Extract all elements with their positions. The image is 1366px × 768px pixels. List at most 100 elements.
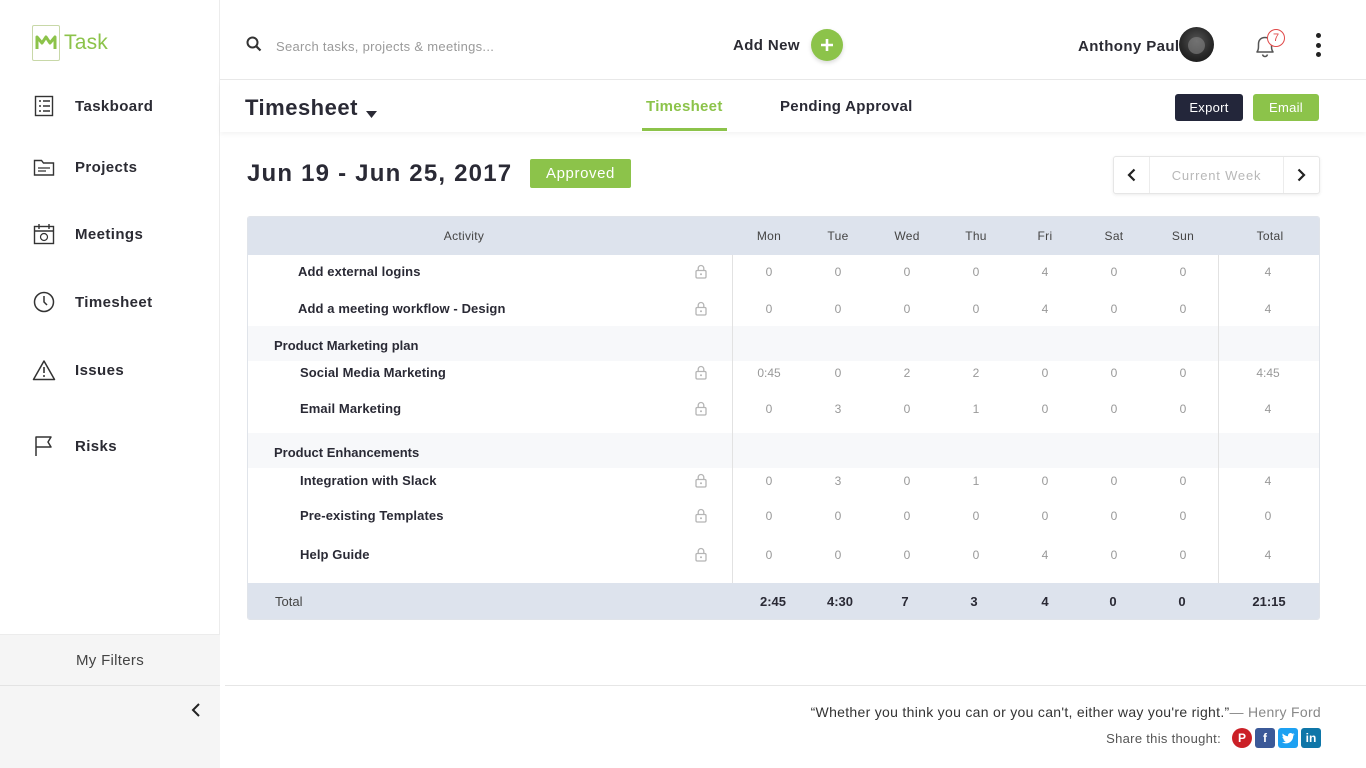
hours-cell[interactable]: 4 xyxy=(1041,265,1049,279)
next-week-button[interactable] xyxy=(1283,157,1319,193)
email-button[interactable]: Email xyxy=(1253,94,1319,121)
page-title-dropdown[interactable]: Timesheet xyxy=(245,92,377,124)
search-input[interactable] xyxy=(276,34,576,58)
avatar[interactable] xyxy=(1179,27,1214,62)
hours-cell[interactable]: 0 xyxy=(765,265,773,279)
hours-cell[interactable]: 0 xyxy=(1110,366,1118,380)
hours-cell[interactable]: 0 xyxy=(1041,474,1049,488)
hours-cell[interactable]: 0:45 xyxy=(757,366,781,380)
sidebar-footer xyxy=(0,686,220,768)
page-header: Timesheet Timesheet Pending Approval Exp… xyxy=(220,80,1366,132)
sidebar-item-taskboard[interactable]: Taskboard xyxy=(32,91,153,121)
hours-cell[interactable]: 0 xyxy=(1179,474,1187,488)
hours-cell[interactable]: 0 xyxy=(972,302,980,316)
hours-cell[interactable]: 0 xyxy=(903,548,911,562)
hours-cell[interactable]: 0 xyxy=(834,366,842,380)
add-new-button[interactable]: Add New xyxy=(733,29,843,61)
folder-icon xyxy=(32,155,56,179)
hours-cell[interactable]: 0 xyxy=(972,509,980,523)
plus-icon[interactable] xyxy=(810,29,843,61)
hours-cell[interactable]: 0 xyxy=(1110,402,1118,416)
table-header-row: Activity Mon Tue Wed Thu Fri Sat Sun Tot… xyxy=(248,217,1319,255)
hours-cell[interactable]: 0 xyxy=(972,265,980,279)
hours-cell[interactable]: 0 xyxy=(903,302,911,316)
collapse-sidebar-button[interactable] xyxy=(186,700,206,720)
hours-cell[interactable]: 0 xyxy=(765,302,773,316)
hours-cell[interactable]: 0 xyxy=(1179,366,1187,380)
search-icon[interactable] xyxy=(246,36,262,57)
hours-cell[interactable]: 1 xyxy=(972,474,980,488)
bell-icon[interactable] xyxy=(1253,33,1277,64)
twitter-icon[interactable] xyxy=(1278,728,1298,748)
hours-cell[interactable]: 0 xyxy=(834,302,842,316)
facebook-icon[interactable]: f xyxy=(1255,728,1275,748)
hours-cell[interactable]: 0 xyxy=(834,509,842,523)
hours-cell[interactable]: 0 xyxy=(765,474,773,488)
sidebar-item-label: Projects xyxy=(75,158,138,176)
export-button[interactable]: Export xyxy=(1175,94,1243,121)
hours-cell[interactable]: 0 xyxy=(1041,509,1049,523)
row-total-cell: 4 xyxy=(1264,265,1272,279)
sidebar-item-label: Timesheet xyxy=(75,293,153,311)
user-name[interactable]: Anthony Paul xyxy=(1078,38,1180,55)
top-bar: Add New Anthony Paul 7 xyxy=(220,0,1366,80)
hours-cell[interactable]: 0 xyxy=(1041,402,1049,416)
hours-cell[interactable]: 0 xyxy=(1041,366,1049,380)
linkedin-icon[interactable]: in xyxy=(1301,728,1321,748)
hours-cell[interactable]: 0 xyxy=(903,402,911,416)
activity-name: Email Marketing xyxy=(300,401,402,416)
sidebar-item-risks[interactable]: Risks xyxy=(32,431,117,461)
hours-cell[interactable]: 0 xyxy=(834,265,842,279)
more-menu-icon[interactable] xyxy=(1314,33,1322,57)
hours-cell[interactable]: 0 xyxy=(1179,302,1187,316)
sidebar-item-projects[interactable]: Projects xyxy=(32,152,137,182)
hours-cell[interactable]: 0 xyxy=(1110,509,1118,523)
sidebar-item-issues[interactable]: Issues xyxy=(32,355,124,385)
previous-week-button[interactable] xyxy=(1114,157,1150,193)
hours-cell[interactable]: 0 xyxy=(1110,302,1118,316)
current-week-button[interactable]: Current Week xyxy=(1171,167,1262,183)
hours-cell[interactable]: 0 xyxy=(1110,265,1118,279)
hours-cell[interactable]: 2 xyxy=(903,366,911,380)
hours-cell[interactable]: 3 xyxy=(834,474,842,488)
table-footer-row xyxy=(248,583,1319,619)
hours-cell[interactable]: 0 xyxy=(903,474,911,488)
tab-timesheet[interactable]: Timesheet xyxy=(642,98,727,131)
row-total-cell: 4 xyxy=(1264,548,1272,562)
hours-cell[interactable]: 0 xyxy=(765,402,773,416)
hours-cell[interactable]: 0 xyxy=(903,509,911,523)
hours-cell[interactable]: 0 xyxy=(972,548,980,562)
hours-cell[interactable]: 4 xyxy=(1041,548,1049,562)
lock-icon xyxy=(695,508,709,524)
hours-cell[interactable]: 0 xyxy=(765,548,773,562)
hours-cell[interactable]: 0 xyxy=(1179,265,1187,279)
activity-name: Add external logins xyxy=(298,264,421,279)
hours-cell[interactable]: 1 xyxy=(972,402,980,416)
sidebar-item-meetings[interactable]: Meetings xyxy=(32,219,143,249)
hours-cell[interactable]: 2 xyxy=(972,366,980,380)
group-name: Product Enhancements xyxy=(274,445,420,460)
pinterest-icon[interactable]: P xyxy=(1232,728,1252,748)
status-badge: Approved xyxy=(530,159,631,188)
hours-cell[interactable]: 3 xyxy=(834,402,842,416)
hours-cell[interactable]: 0 xyxy=(1179,509,1187,523)
hours-cell[interactable]: 0 xyxy=(1179,402,1187,416)
sidebar-item-label: Risks xyxy=(75,437,118,455)
sidebar-item-timesheet[interactable]: Timesheet xyxy=(32,287,153,317)
hours-cell[interactable]: 4 xyxy=(1041,302,1049,316)
tab-pending-approval[interactable]: Pending Approval xyxy=(780,98,913,115)
app-logo[interactable]: Task xyxy=(32,24,108,62)
my-filters-button[interactable]: My Filters xyxy=(0,634,220,686)
week-navigator: Current Week xyxy=(1113,156,1320,194)
hours-cell[interactable]: 0 xyxy=(765,509,773,523)
hours-cell[interactable]: 0 xyxy=(1110,474,1118,488)
group-name: Product Marketing plan xyxy=(274,338,419,353)
logo-text: Task xyxy=(64,31,108,54)
hours-cell[interactable]: 0 xyxy=(1179,548,1187,562)
row-total-cell: 4 xyxy=(1264,474,1272,488)
hours-cell[interactable]: 0 xyxy=(1110,548,1118,562)
column-header-mon: Mon xyxy=(756,229,782,243)
hours-cell[interactable]: 0 xyxy=(903,265,911,279)
hours-cell[interactable]: 0 xyxy=(834,548,842,562)
sidebar-item-label: Meetings xyxy=(75,225,144,243)
